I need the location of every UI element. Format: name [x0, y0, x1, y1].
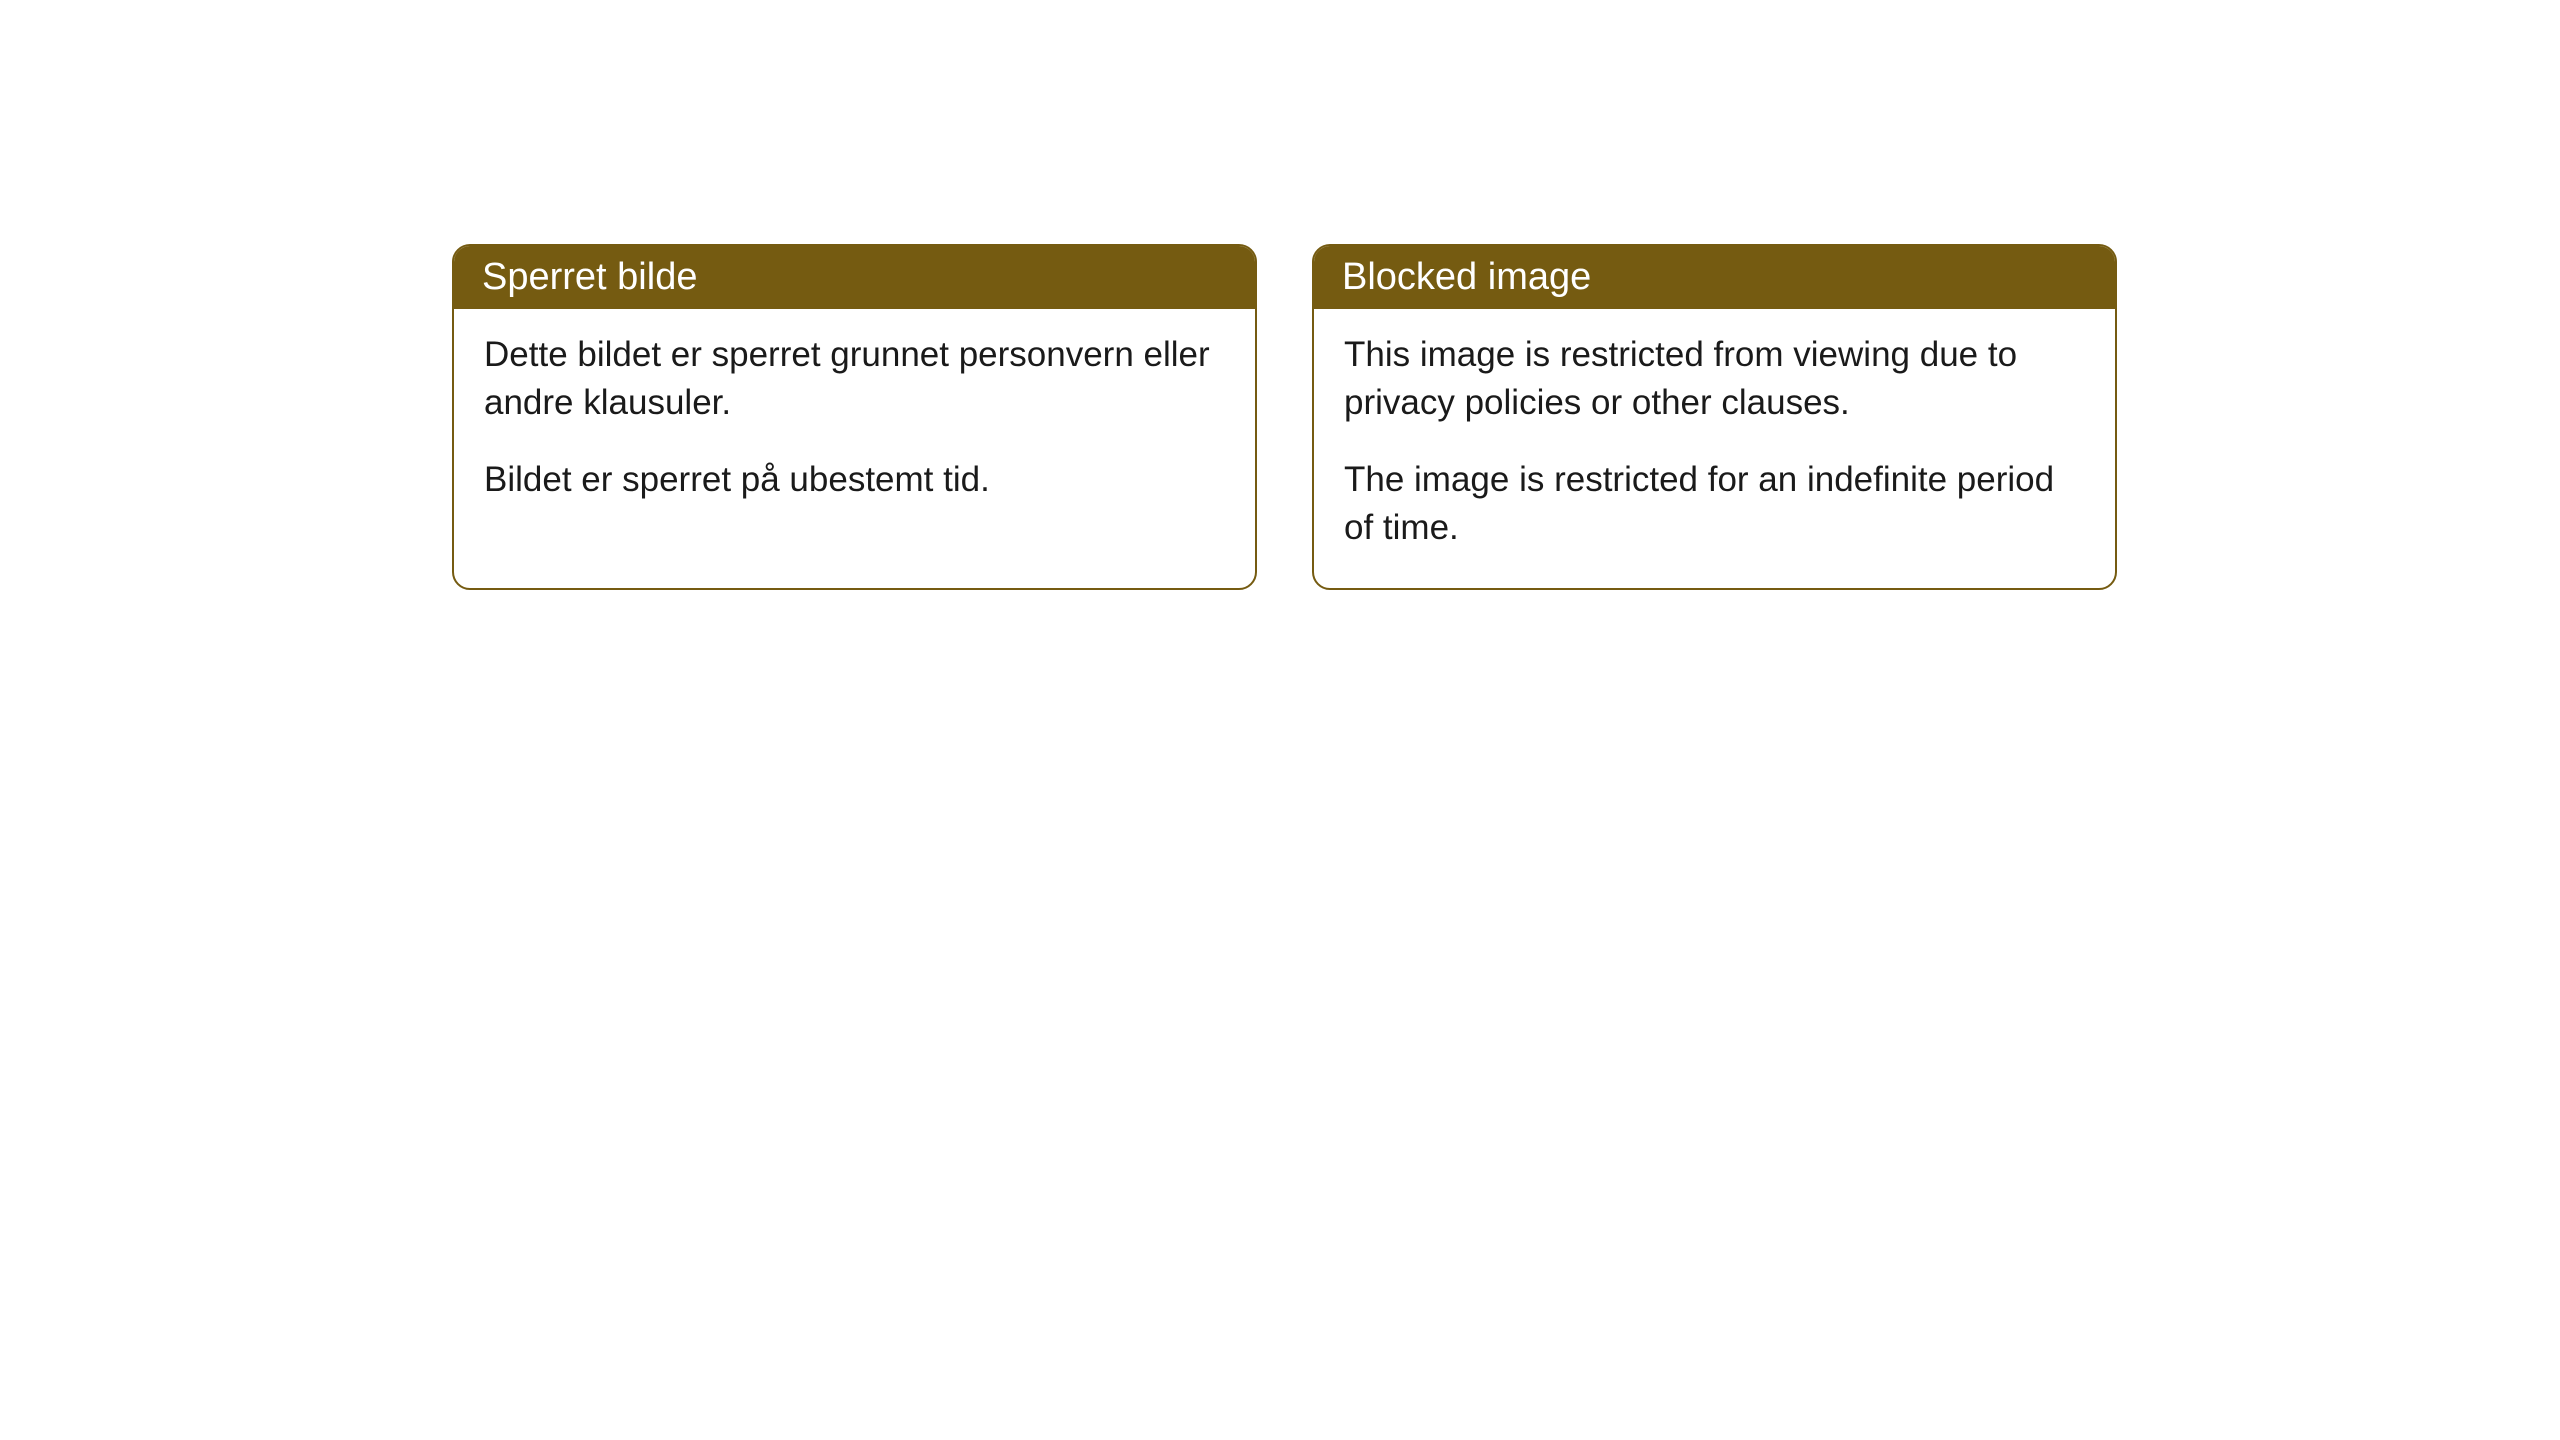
card-title: Blocked image	[1342, 256, 1591, 298]
card-header: Sperret bilde	[454, 246, 1255, 309]
notice-card-norwegian: Sperret bilde Dette bildet er sperret gr…	[452, 244, 1257, 590]
card-paragraph: The image is restricted for an indefinit…	[1344, 456, 2085, 553]
card-header: Blocked image	[1314, 246, 2115, 309]
card-paragraph: Dette bildet er sperret grunnet personve…	[484, 331, 1225, 428]
card-title: Sperret bilde	[482, 256, 697, 298]
notice-card-english: Blocked image This image is restricted f…	[1312, 244, 2117, 590]
card-body: This image is restricted from viewing du…	[1314, 309, 2115, 588]
card-paragraph: Bildet er sperret på ubestemt tid.	[484, 456, 1225, 504]
card-paragraph: This image is restricted from viewing du…	[1344, 331, 2085, 428]
cards-container: Sperret bilde Dette bildet er sperret gr…	[0, 0, 2560, 590]
card-body: Dette bildet er sperret grunnet personve…	[454, 309, 1255, 540]
